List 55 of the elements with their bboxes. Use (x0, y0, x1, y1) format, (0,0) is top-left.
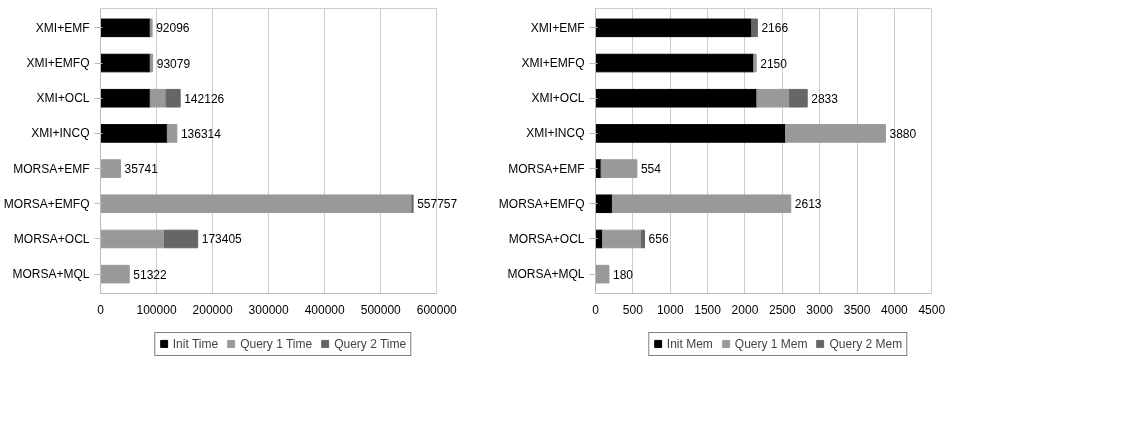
y-tick-label: XMI+OCL (36, 91, 90, 106)
y-tick-label: MORSA+OCL (508, 231, 585, 246)
y-tick-label: XMI+INCQ (31, 126, 90, 141)
x-tick-label: 2000 (731, 302, 759, 317)
total-label: 173405 (201, 232, 243, 247)
total-label: 35741 (124, 162, 159, 177)
total-label: 2150 (760, 56, 788, 71)
total-label: 92096 (156, 21, 190, 36)
total-label: 2613 (794, 197, 822, 212)
legend-label: Init Mem (666, 336, 713, 351)
y-tick-label: MORSA+EMFQ (3, 196, 90, 211)
y-tick-label: XMI+INCQ (526, 126, 585, 141)
total-label: 3880 (889, 126, 917, 141)
x-tick-label: 1500 (694, 302, 722, 317)
y-tick-label: XMI+EMFQ (26, 56, 90, 71)
legend-label: Init Time (172, 336, 219, 351)
y-tick-label: XMI+EMF (530, 20, 585, 35)
x-tick-label: 0 (592, 302, 600, 317)
total-label: 2833 (811, 91, 839, 106)
x-tick-label: 3500 (843, 302, 871, 317)
x-tick-label: 2500 (768, 302, 796, 317)
x-tick-label: 100000 (136, 302, 177, 317)
x-tick-label: 200000 (192, 302, 233, 317)
x-tick-label: 500 (622, 302, 644, 317)
x-tick-label: 400000 (304, 302, 346, 317)
y-tick-label: MORSA+OCL (13, 231, 90, 246)
legend-label: Query 1 Mem (734, 336, 808, 351)
x-tick-label: 4500 (918, 302, 946, 317)
y-tick-label: MORSA+MQL (507, 267, 585, 282)
total-label: 142126 (184, 91, 225, 106)
y-tick-label: XMI+EMF (35, 20, 90, 35)
total-label: 93079 (156, 56, 191, 71)
x-tick-label: 1000 (656, 302, 684, 317)
y-tick-label: MORSA+MQL (12, 267, 90, 282)
total-label: 51322 (133, 267, 167, 282)
x-tick-label: 0 (97, 302, 105, 317)
total-label: 136314 (180, 126, 222, 141)
y-tick-label: MORSA+EMF (508, 161, 585, 176)
y-tick-label: XMI+EMFQ (521, 56, 585, 71)
x-tick-label: 500000 (360, 302, 402, 317)
y-tick-label: MORSA+EMFQ (498, 196, 585, 211)
legend-label: Query 1 Time (240, 336, 313, 351)
y-tick-label: MORSA+EMF (13, 161, 90, 176)
x-tick-label: 3000 (806, 302, 834, 317)
x-tick-label: 600000 (416, 302, 458, 317)
x-tick-label: 4000 (881, 302, 909, 317)
legend-label: Query 2 Time (334, 336, 407, 351)
total-label: 557757 (417, 197, 458, 212)
x-tick-label: 300000 (248, 302, 289, 317)
y-tick-label: XMI+OCL (531, 91, 585, 106)
legend-label: Query 2 Mem (829, 336, 903, 351)
total-label: 554 (640, 162, 662, 177)
total-label: 656 (648, 232, 669, 247)
total-label: 180 (612, 267, 634, 282)
total-label: 2166 (761, 21, 789, 36)
